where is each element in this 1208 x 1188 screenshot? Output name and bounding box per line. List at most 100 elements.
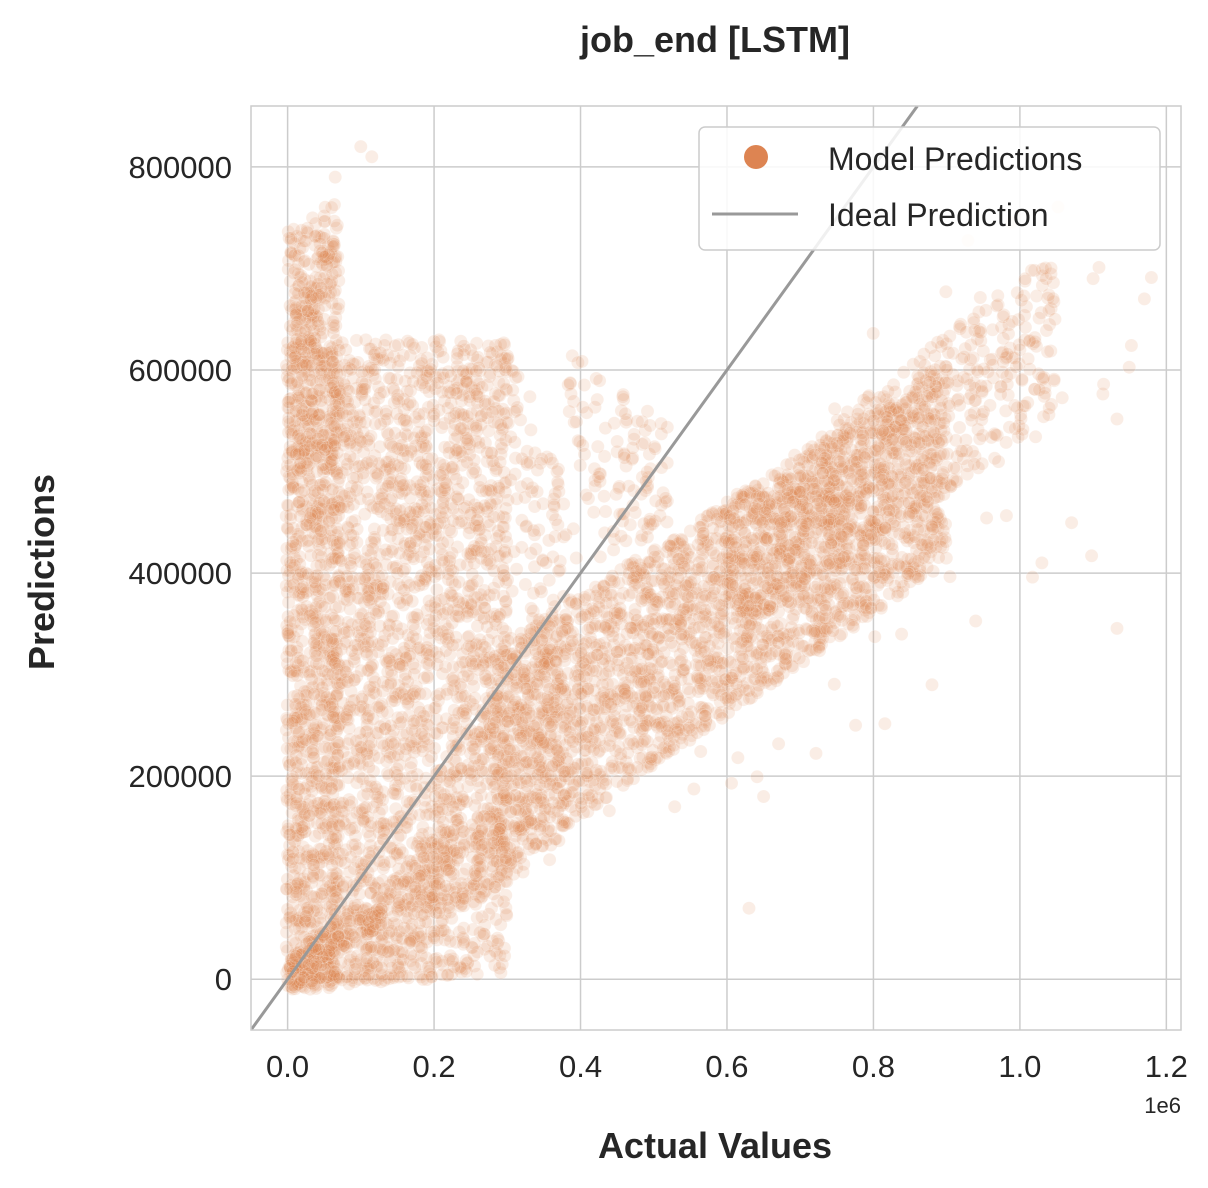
- scatter-point: [347, 546, 362, 561]
- scatter-point: [280, 521, 295, 535]
- scatter-point: [380, 665, 395, 679]
- scatter-point: [301, 306, 315, 321]
- scatter-point: [389, 619, 404, 633]
- scatter-point: [286, 845, 300, 860]
- scatter-point: [418, 424, 433, 439]
- scatter-point: [281, 483, 296, 497]
- scatter-point: [391, 359, 405, 374]
- scatter-point: [360, 787, 375, 801]
- scatter-point: [290, 640, 304, 655]
- scatter-point: [312, 826, 327, 841]
- scatter-point: [301, 664, 316, 679]
- chart-title: job_end [LSTM]: [579, 19, 850, 60]
- scatter-point: [308, 346, 323, 361]
- scatter-point: [284, 781, 299, 796]
- scatter-point: [479, 484, 494, 499]
- scatter-point: [328, 310, 343, 325]
- scatter-point: [286, 910, 301, 925]
- scatter-point: [344, 362, 359, 377]
- scatter-point: [465, 577, 480, 592]
- scatter-point: [390, 392, 405, 406]
- scatter-point: [306, 452, 321, 467]
- scatter-point: [300, 843, 315, 858]
- scatter-point: [357, 801, 372, 815]
- scatter-point: [321, 436, 336, 451]
- scatter-point: [291, 341, 306, 356]
- scatter-point: [314, 319, 328, 333]
- scatter-point: [372, 751, 387, 765]
- scatter-point: [299, 766, 314, 780]
- scatter-point: [452, 575, 466, 589]
- scatter-point: [308, 971, 323, 986]
- scatter-point: [360, 663, 375, 678]
- scatter-point: [280, 498, 295, 513]
- scatter-point: [317, 956, 332, 970]
- scatter-point: [286, 521, 301, 536]
- scatter-point: [320, 695, 335, 710]
- scatter-point: [586, 505, 601, 520]
- scatter-point: [379, 455, 394, 469]
- scatter-point: [491, 610, 506, 625]
- scatter-point: [311, 615, 325, 630]
- scatter-point: [300, 684, 315, 699]
- scatter-point: [296, 573, 311, 588]
- scatter-point: [627, 427, 642, 442]
- scatter-point: [446, 513, 461, 528]
- scatter-point: [280, 649, 294, 664]
- scatter-point: [296, 567, 310, 582]
- scatter-point: [294, 757, 309, 772]
- scatter-point: [642, 514, 657, 529]
- scatter-point: [339, 875, 354, 890]
- scatter-point: [305, 525, 320, 540]
- scatter-point: [332, 536, 347, 551]
- scatter-point: [577, 447, 592, 461]
- scatter-point: [358, 382, 372, 396]
- scatter-point: [329, 412, 344, 426]
- scatter-point: [301, 445, 315, 460]
- scatter-point: [304, 664, 319, 678]
- scatter-point: [337, 489, 352, 503]
- scatter-point: [427, 701, 442, 715]
- scatter-point: [331, 818, 346, 832]
- scatter-point: [462, 629, 476, 644]
- scatter-point: [312, 508, 327, 522]
- scatter-point: [331, 273, 346, 288]
- scatter-point: [319, 390, 333, 404]
- scatter-point: [323, 699, 337, 713]
- scatter-point: [281, 414, 296, 429]
- scatter-point: [302, 368, 316, 382]
- scatter-point: [321, 874, 336, 889]
- scatter-point: [383, 718, 398, 733]
- scatter-point: [390, 441, 405, 456]
- scatter-point: [305, 681, 320, 695]
- scatter-point: [430, 376, 445, 390]
- scatter-point: [303, 645, 318, 660]
- scatter-point: [435, 553, 450, 568]
- scatter-point: [539, 555, 553, 570]
- scatter-point: [314, 360, 329, 375]
- scatter-point: [307, 687, 321, 701]
- scatter-point: [468, 751, 483, 766]
- scatter-point: [302, 355, 317, 370]
- scatter-point: [306, 858, 321, 872]
- scatter-point: [317, 799, 331, 814]
- scatter-point: [393, 595, 407, 610]
- scatter-point: [330, 392, 345, 406]
- scatter-point: [345, 643, 359, 658]
- scatter-point: [323, 799, 338, 814]
- scatter-point: [331, 735, 346, 750]
- scatter-point: [331, 711, 346, 725]
- scatter-point: [306, 679, 320, 694]
- scatter-point: [281, 394, 296, 409]
- scatter-point: [314, 524, 328, 538]
- scatter-point: [590, 439, 605, 454]
- scatter-point: [306, 750, 321, 765]
- scatter-point: [343, 823, 357, 837]
- scatter-point: [298, 914, 313, 929]
- scatter-point: [443, 369, 458, 383]
- scatter-point: [421, 753, 436, 768]
- scatter-point: [617, 450, 632, 465]
- scatter-point: [550, 464, 564, 479]
- scatter-point: [390, 768, 404, 782]
- scatter-point: [302, 809, 317, 823]
